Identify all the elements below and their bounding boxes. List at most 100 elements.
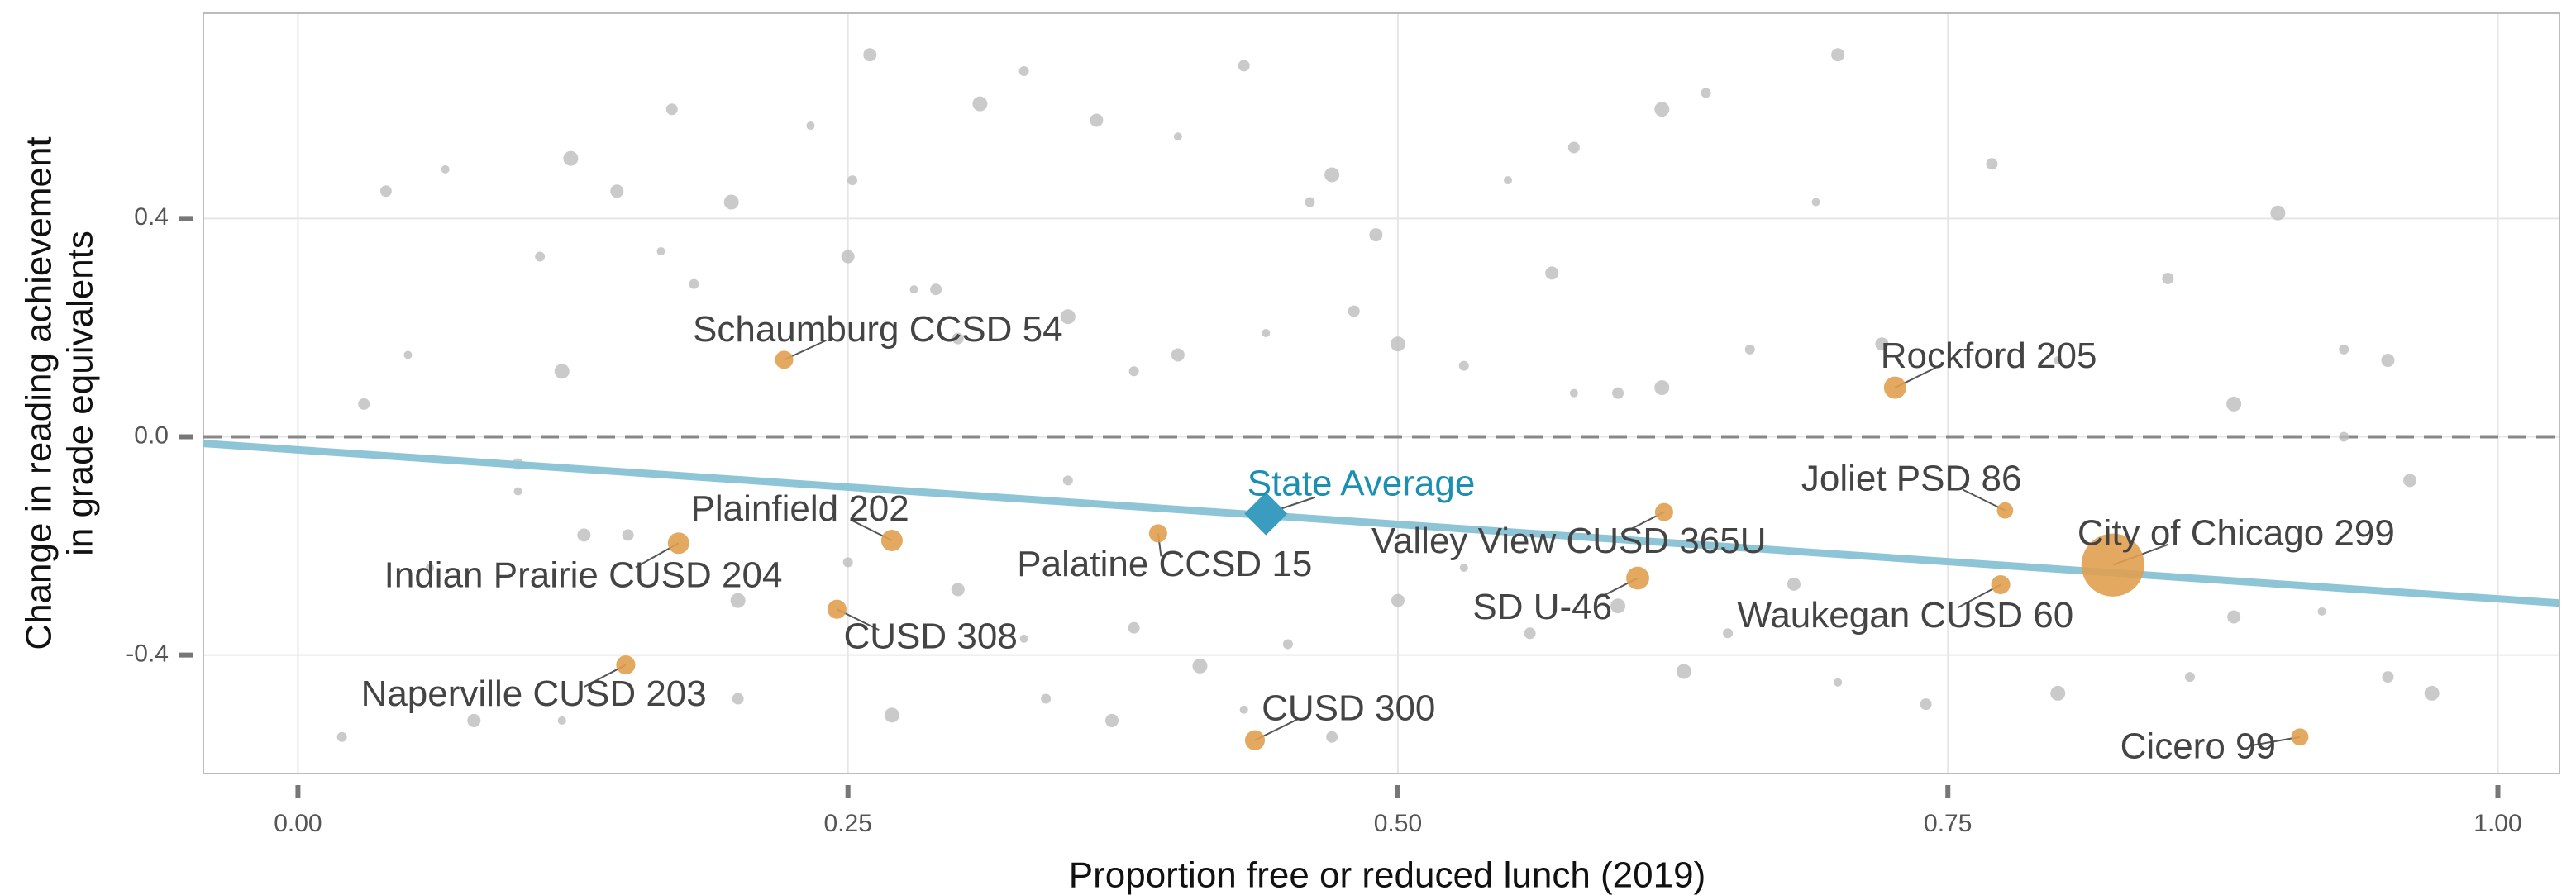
district-point xyxy=(2054,356,2063,365)
district-label: Indian Prairie CUSD 204 xyxy=(384,555,783,596)
district-point xyxy=(1041,693,1052,704)
district-point xyxy=(1723,628,1734,639)
district-point xyxy=(847,175,858,186)
district-point xyxy=(2403,474,2417,488)
district-point xyxy=(1676,664,1691,679)
district-point xyxy=(1545,266,1559,280)
district-point xyxy=(379,185,392,198)
district-label: City of Chicago 299 xyxy=(2077,513,2395,554)
district-point xyxy=(2424,685,2440,701)
district-point xyxy=(1305,197,1315,207)
district-label: Waukegan CUSD 60 xyxy=(1737,595,2073,636)
district-point xyxy=(1831,48,1845,62)
district-point xyxy=(952,332,964,345)
district-point xyxy=(1173,132,1182,141)
district-point xyxy=(1569,388,1578,398)
highlight-point xyxy=(1996,502,2014,519)
district-point xyxy=(1128,621,1140,634)
district-point xyxy=(972,96,988,112)
district-point xyxy=(1744,344,1755,355)
district-point xyxy=(610,184,624,198)
x-tick-label: 0.00 xyxy=(274,810,322,837)
y-tick-label: -0.4 xyxy=(126,640,169,668)
district-label: Naperville CUSD 203 xyxy=(361,674,707,714)
district-point xyxy=(1369,228,1383,242)
district-label: Joliet PSD 86 xyxy=(1801,459,2022,499)
district-point xyxy=(1524,627,1536,640)
district-point xyxy=(665,103,678,116)
district-point xyxy=(1324,167,1340,183)
district-point xyxy=(2317,607,2326,616)
highlight-point xyxy=(2081,533,2144,597)
highlight-point xyxy=(2291,728,2309,746)
state-average-point xyxy=(1244,492,1288,536)
district-point xyxy=(1282,639,1293,650)
district-label: SD U-46 xyxy=(1472,587,1612,627)
district-point xyxy=(2184,672,2195,683)
district-point xyxy=(1875,337,1889,351)
district-point xyxy=(1834,678,1843,687)
district-point xyxy=(2226,396,2242,412)
highlight-point xyxy=(1991,574,2011,595)
district-point xyxy=(554,364,570,379)
district-point xyxy=(1192,658,1208,674)
district-point xyxy=(2270,205,2286,221)
district-point xyxy=(2162,272,2174,284)
y-tick-label: 0.0 xyxy=(134,421,169,449)
district-point xyxy=(689,278,699,289)
district-point xyxy=(1654,380,1670,396)
x-tick-label: 0.50 xyxy=(1374,810,1422,837)
district-point xyxy=(863,48,877,62)
x-axis-title: Proportion free or reduced lunch (2019) xyxy=(1069,855,1705,895)
district-point xyxy=(2381,354,2395,368)
district-point xyxy=(622,529,634,541)
district-point xyxy=(1811,198,1820,207)
district-label: Palatine CCSD 15 xyxy=(1017,544,1312,584)
district-point xyxy=(930,283,942,296)
x-tick-label: 1.00 xyxy=(2473,810,2521,837)
district-label: Valley View CUSD 365U xyxy=(1371,521,1767,561)
highlight-point xyxy=(667,532,689,555)
district-point xyxy=(563,150,579,166)
highlight-point xyxy=(616,655,636,675)
district-point xyxy=(467,713,481,727)
district-point xyxy=(1504,176,1513,185)
district-point xyxy=(723,194,739,210)
district-point xyxy=(1787,577,1801,591)
district-point xyxy=(1391,593,1405,607)
district-point xyxy=(1701,88,1711,98)
district-point xyxy=(336,731,347,742)
district-label: Cicero 99 xyxy=(2120,726,2276,766)
highlight-point xyxy=(1244,730,1266,750)
district-point xyxy=(1654,102,1670,117)
district-point xyxy=(806,121,815,131)
district-point xyxy=(1019,634,1028,643)
district-label: Plainfield 202 xyxy=(691,488,909,529)
district-point xyxy=(557,716,566,725)
district-point xyxy=(1128,366,1139,377)
highlight-point xyxy=(1654,502,1673,521)
y-tick-label: 0.4 xyxy=(134,203,169,231)
district-label: CUSD 300 xyxy=(1262,688,1435,729)
highlight-point xyxy=(1148,524,1167,543)
district-point xyxy=(1062,475,1073,486)
district-point xyxy=(842,557,853,568)
district-point xyxy=(513,487,522,496)
district-point xyxy=(1986,158,1998,170)
district-point xyxy=(656,246,665,255)
district-point xyxy=(2050,685,2066,701)
district-point xyxy=(951,583,965,597)
district-point xyxy=(2227,610,2241,624)
district-point xyxy=(1390,336,1405,352)
district-point xyxy=(909,285,918,294)
x-tick-label: 0.25 xyxy=(823,810,871,837)
district-point xyxy=(1610,598,1626,614)
y-axis-title-line: in grade equivalents xyxy=(60,231,101,556)
district-point xyxy=(2339,431,2349,442)
district-point xyxy=(1171,348,1185,362)
district-point xyxy=(1105,713,1119,727)
district-point xyxy=(884,707,899,723)
district-point xyxy=(1238,60,1250,72)
district-point xyxy=(535,251,546,262)
district-point xyxy=(1348,305,1360,317)
